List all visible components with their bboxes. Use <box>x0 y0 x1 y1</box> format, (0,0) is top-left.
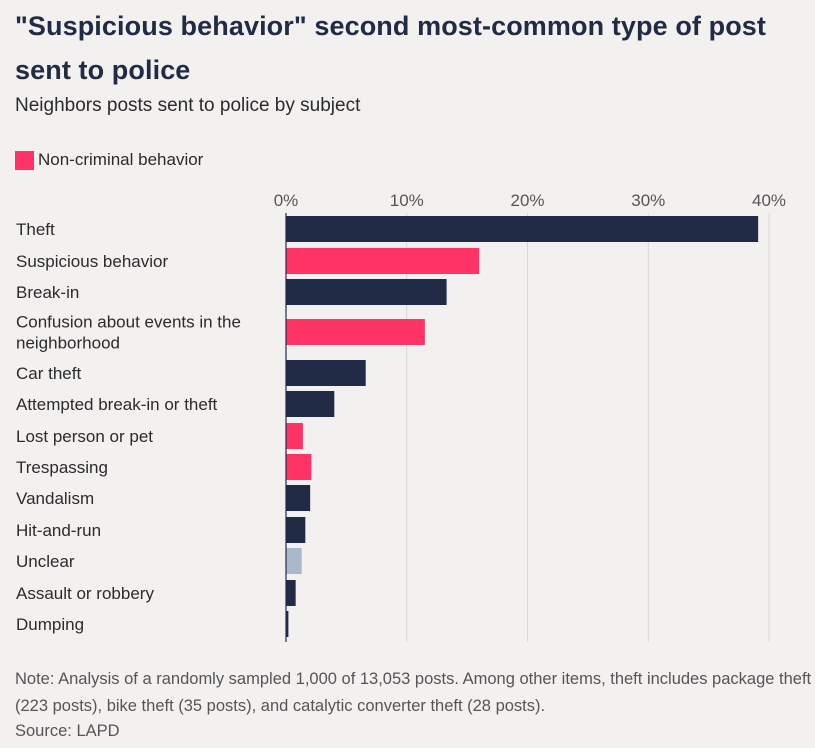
bar <box>286 580 296 606</box>
category-label: Theft <box>16 220 55 239</box>
chart-note: Note: Analysis of a randomly sampled 1,0… <box>15 670 812 715</box>
bar <box>286 360 366 386</box>
bar <box>286 216 759 242</box>
bar <box>286 391 335 417</box>
category-label: Unclear <box>16 552 75 571</box>
legend: Non-criminal behavior <box>15 150 203 170</box>
bar <box>286 517 306 543</box>
bar <box>286 423 303 449</box>
category-label: Attempted break-in or theft <box>16 395 218 414</box>
category-label: Suspicious behavior <box>16 252 168 271</box>
bar <box>286 611 289 637</box>
x-tick-label: 0% <box>274 191 299 210</box>
bar <box>286 485 311 511</box>
category-label: neighborhood <box>16 334 120 353</box>
legend-label-non-criminal: Non-criminal behavior <box>38 150 204 169</box>
chart-subtitle: Neighbors posts sent to police by subjec… <box>15 95 361 116</box>
category-label: Dumping <box>16 615 84 634</box>
category-label: Confusion about events in the <box>16 313 241 332</box>
category-label: Vandalism <box>16 489 94 508</box>
bar <box>286 548 302 574</box>
category-label: Lost person or pet <box>16 427 153 446</box>
chart-source: Source: LAPD <box>15 722 120 740</box>
category-label: Car theft <box>16 364 81 383</box>
category-label: Hit-and-run <box>16 521 101 540</box>
x-tick-label: 10% <box>390 191 424 210</box>
bar-chart: 0% 10% 20% 30% 40% Theft Suspicious behavior Br… <box>16 191 786 642</box>
category-label: Trespassing <box>16 458 108 477</box>
bar <box>286 319 425 345</box>
chart-title: "Suspicious behavior" second most-common… <box>15 11 767 85</box>
x-tick-label: 40% <box>752 191 786 210</box>
x-tick-label: 30% <box>631 191 665 210</box>
bar <box>286 454 312 480</box>
legend-swatch-non-criminal <box>15 150 34 170</box>
category-label: Assault or robbery <box>16 584 154 603</box>
category-label: Break-in <box>16 283 79 302</box>
bar <box>286 279 447 305</box>
x-tick-label: 20% <box>510 191 544 210</box>
bar <box>286 248 480 274</box>
